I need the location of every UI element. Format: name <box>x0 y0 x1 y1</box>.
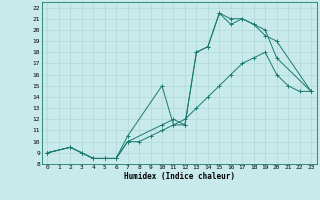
X-axis label: Humidex (Indice chaleur): Humidex (Indice chaleur) <box>124 172 235 181</box>
